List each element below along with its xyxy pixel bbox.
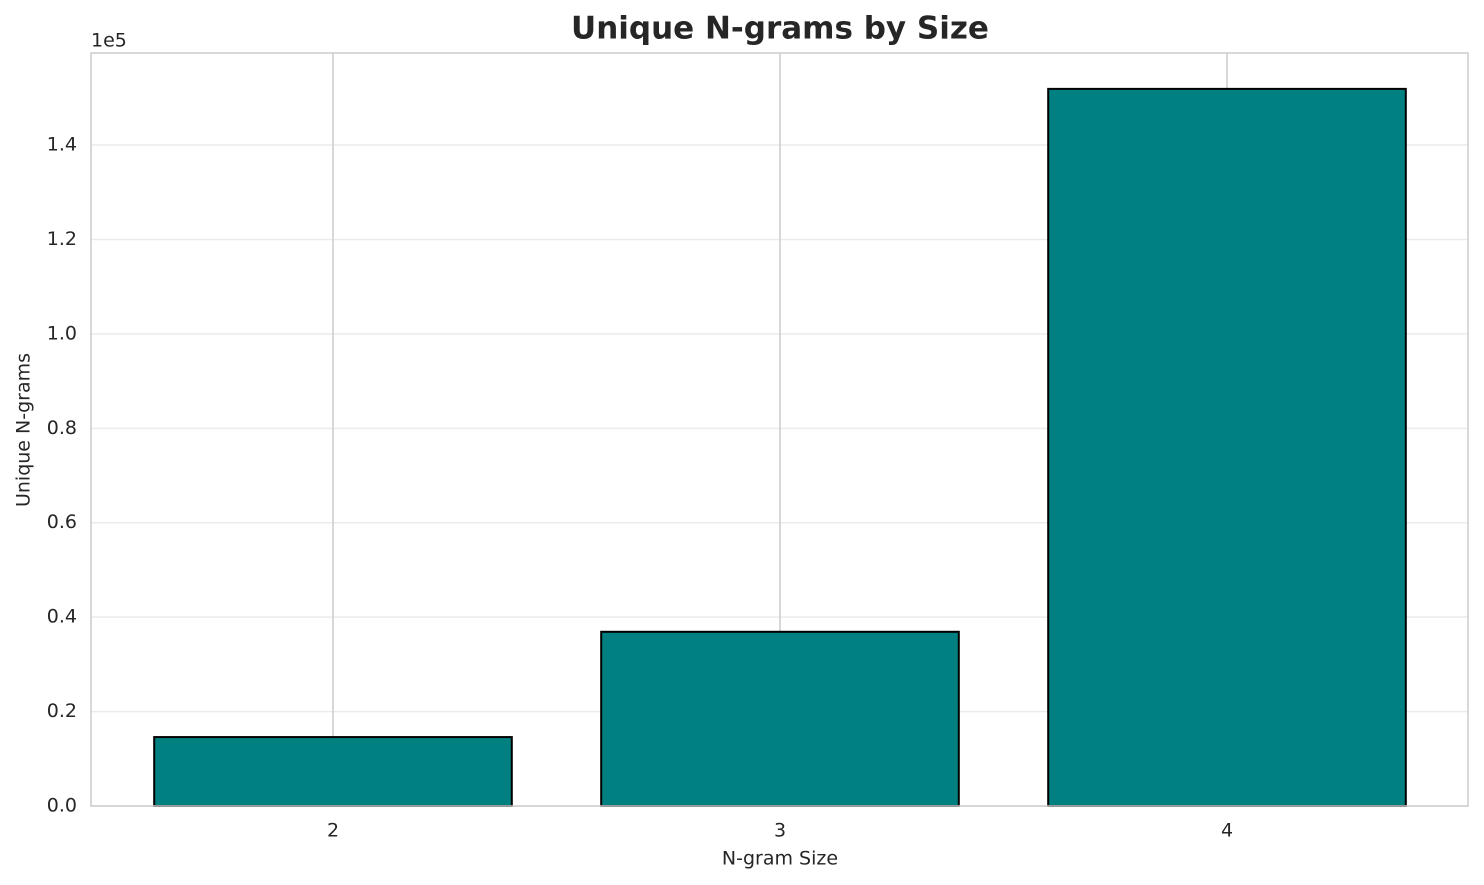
x-tick-label: 3 (774, 820, 786, 842)
bar (600, 630, 960, 807)
y-tick-label: 0.2 (47, 700, 77, 722)
y-axis-label: Unique N-grams (13, 353, 35, 507)
bar (1047, 87, 1407, 807)
bar (153, 736, 513, 808)
x-tick-label: 4 (1221, 820, 1233, 842)
y-offset-label: 1e5 (91, 30, 127, 52)
y-tick-label: 1.4 (47, 134, 77, 156)
x-axis-label: N-gram Size (722, 848, 838, 870)
y-tick-label: 1.2 (47, 228, 77, 250)
y-tick-label: 0.6 (47, 511, 77, 533)
x-tick-label: 2 (327, 820, 339, 842)
y-tick-label: 0.0 (47, 795, 77, 817)
plot-frame (90, 52, 1469, 807)
y-tick-label: 0.4 (47, 606, 77, 628)
chart-title: Unique N-grams by Size (571, 11, 989, 47)
y-tick-label: 1.0 (47, 322, 77, 344)
y-tick-label: 0.8 (47, 417, 77, 439)
